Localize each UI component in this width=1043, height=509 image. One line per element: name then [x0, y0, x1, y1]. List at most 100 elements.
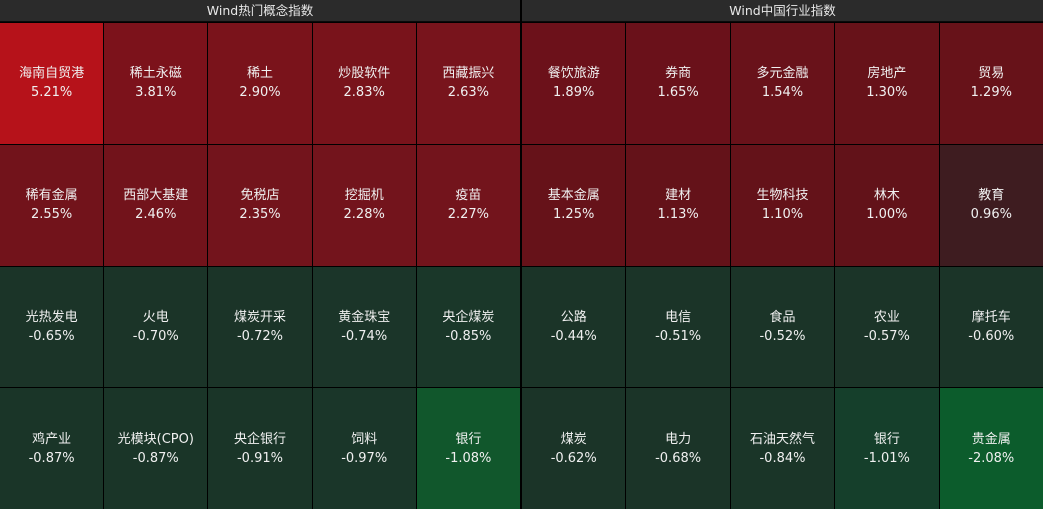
heatmap-tile[interactable]: 央企煤炭 -0.85%: [416, 266, 520, 388]
tile-change-percent: 1.54%: [761, 85, 804, 101]
tile-name: 免税店: [240, 188, 280, 204]
heatmap-tile[interactable]: 火电 -0.70%: [104, 266, 208, 388]
heatmap-tile[interactable]: 稀有金属 2.55%: [0, 144, 104, 266]
tile-change-percent: 2.27%: [447, 207, 490, 223]
tile-name: 贵金属: [971, 431, 1011, 447]
tile-name: 稀有金属: [25, 188, 78, 204]
tile-change-percent: 0.96%: [970, 207, 1012, 223]
tile-change-percent: -0.87%: [132, 450, 179, 466]
tile-name: 炒股软件: [338, 66, 391, 82]
tile-name: 西部大基建: [123, 188, 189, 204]
heatmap-tile[interactable]: 多元金融 1.54%: [730, 23, 835, 144]
tile-name: 饲料: [351, 431, 378, 447]
tile-name: 稀土: [246, 66, 273, 82]
tile-change-percent: -1.08%: [445, 450, 492, 466]
heatmap-tile[interactable]: 电力 -0.68%: [626, 388, 730, 509]
tile-change-percent: -0.65%: [28, 328, 75, 344]
tile-name: 林木: [873, 188, 900, 204]
tile-name: 央企煤炭: [442, 309, 495, 325]
tile-name: 电信: [665, 309, 692, 325]
heatmap-tile[interactable]: 餐饮旅游 1.89%: [522, 23, 626, 144]
tile-change-percent: 1.65%: [657, 85, 699, 101]
heatmap-tile[interactable]: 光热发电 -0.65%: [0, 266, 104, 388]
tile-name: 餐饮旅游: [547, 66, 600, 82]
heatmap-tile[interactable]: 公路 -0.44%: [522, 266, 626, 388]
heatmap-tile[interactable]: 银行 -1.08%: [416, 388, 520, 509]
tile-name: 海南自贸港: [19, 66, 85, 82]
heatmap-tile[interactable]: 光模块(CPO) -0.87%: [104, 388, 208, 509]
heatmap-tile[interactable]: 西藏振兴 2.63%: [416, 23, 520, 144]
heatmap-tile[interactable]: 炒股软件 2.83%: [312, 23, 416, 144]
heatmap-tile[interactable]: 黄金珠宝 -0.74%: [312, 266, 416, 388]
heatmap-tile[interactable]: 煤炭 -0.62%: [522, 388, 626, 509]
heatmap-tile[interactable]: 食品 -0.52%: [730, 266, 835, 388]
heatmap-tile[interactable]: 贵金属 -2.08%: [939, 388, 1043, 509]
heatmap-tile[interactable]: 房地产 1.30%: [835, 23, 939, 144]
tile-change-percent: 1.29%: [970, 85, 1012, 101]
tile-change-percent: 2.63%: [447, 85, 490, 101]
heatmap-tile[interactable]: 免税店 2.35%: [208, 144, 312, 266]
tile-change-percent: 1.89%: [553, 85, 595, 101]
heatmap-tile[interactable]: 央企银行 -0.91%: [208, 388, 312, 509]
tile-name: 建材: [665, 188, 692, 204]
tile-change-percent: -0.72%: [236, 328, 283, 344]
tile-name: 央企银行: [233, 431, 286, 447]
tile-change-percent: -0.74%: [341, 328, 388, 344]
tile-change-percent: 2.55%: [30, 207, 73, 223]
tile-name: 多元金融: [756, 66, 809, 82]
tile-name: 光模块(CPO): [117, 431, 194, 447]
tile-name: 疫苗: [455, 188, 482, 204]
heatmap-tile[interactable]: 鸡产业 -0.87%: [0, 388, 104, 509]
tile-name: 稀土永磁: [129, 66, 182, 82]
heatmap-tile[interactable]: 海南自贸港 5.21%: [0, 23, 104, 144]
tile-name: 券商: [665, 66, 692, 82]
heatmap-tile[interactable]: 券商 1.65%: [626, 23, 730, 144]
heatmap-tile[interactable]: 西部大基建 2.46%: [104, 144, 208, 266]
tile-change-percent: 2.90%: [239, 85, 281, 101]
heatmap-tile[interactable]: 农业 -0.57%: [835, 266, 939, 388]
tile-change-percent: -2.08%: [968, 450, 1015, 466]
panel-title: Wind中国行业指数: [522, 0, 1043, 22]
tile-name: 挖掘机: [344, 188, 384, 204]
tile-grid: 餐饮旅游 1.89% 券商 1.65% 多元金融 1.54% 房地产 1.30% 贸易 1.29%…: [522, 23, 1043, 509]
heatmap-tile[interactable]: 石油天然气 -0.84%: [730, 388, 835, 509]
heatmap-tile[interactable]: 稀土 2.90%: [208, 23, 312, 144]
tile-name: 公路: [560, 309, 587, 325]
tile-name: 基本金属: [547, 188, 600, 204]
tile-change-percent: -0.60%: [968, 328, 1015, 344]
tile-name: 石油天然气: [749, 431, 815, 447]
heatmap-tile[interactable]: 林木 1.00%: [835, 144, 939, 266]
tile-change-percent: 1.13%: [657, 207, 699, 223]
tile-name: 黄金珠宝: [338, 309, 391, 325]
heatmap-tile[interactable]: 建材 1.13%: [626, 144, 730, 266]
heatmap-tile[interactable]: 疫苗 2.27%: [416, 144, 520, 266]
heatmap-tile[interactable]: 银行 -1.01%: [835, 388, 939, 509]
tile-change-percent: 1.10%: [761, 207, 804, 223]
tile-change-percent: -0.70%: [132, 328, 179, 344]
heatmap-tile[interactable]: 贸易 1.29%: [939, 23, 1043, 144]
tile-change-percent: -0.57%: [863, 328, 910, 344]
tile-change-percent: -0.97%: [341, 450, 388, 466]
heatmap-tile[interactable]: 摩托车 -0.60%: [939, 266, 1043, 388]
heatmap-tile[interactable]: 基本金属 1.25%: [522, 144, 626, 266]
heatmap-tile[interactable]: 煤炭开采 -0.72%: [208, 266, 312, 388]
tile-change-percent: 3.81%: [135, 85, 177, 101]
heatmap-tile[interactable]: 教育 0.96%: [939, 144, 1043, 266]
heatmap-tile[interactable]: 稀土永磁 3.81%: [104, 23, 208, 144]
tile-change-percent: -0.51%: [655, 328, 702, 344]
tile-change-percent: 2.28%: [343, 207, 385, 223]
heatmap-tile[interactable]: 电信 -0.51%: [626, 266, 730, 388]
heatmap-tile[interactable]: 生物科技 1.10%: [730, 144, 835, 266]
tile-name: 鸡产业: [32, 431, 72, 447]
tile-name: 西藏振兴: [442, 66, 495, 82]
tile-change-percent: -0.52%: [759, 328, 806, 344]
panel-title: Wind热门概念指数: [0, 0, 520, 22]
tile-change-percent: -0.85%: [445, 328, 492, 344]
heatmap-tile[interactable]: 饲料 -0.97%: [312, 388, 416, 509]
tile-name: 食品: [769, 309, 796, 325]
tile-change-percent: 2.46%: [135, 207, 177, 223]
tile-change-percent: 1.30%: [866, 85, 908, 101]
heatmap-tile[interactable]: 挖掘机 2.28%: [312, 144, 416, 266]
tile-change-percent: 1.25%: [553, 207, 595, 223]
tile-change-percent: -0.87%: [28, 450, 75, 466]
